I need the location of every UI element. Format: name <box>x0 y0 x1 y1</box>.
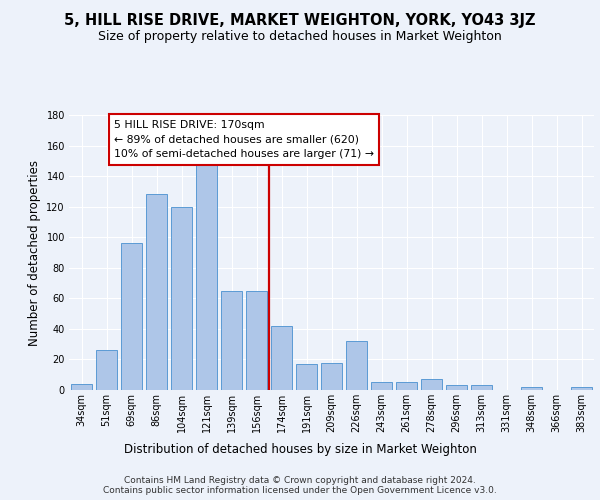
Bar <box>321 362 342 390</box>
Bar <box>521 387 542 390</box>
Bar <box>446 386 467 390</box>
Bar <box>396 382 417 390</box>
Y-axis label: Number of detached properties: Number of detached properties <box>28 160 41 346</box>
Bar <box>96 350 117 390</box>
Text: Distribution of detached houses by size in Market Weighton: Distribution of detached houses by size … <box>124 442 476 456</box>
Bar <box>146 194 167 390</box>
Bar <box>471 386 492 390</box>
Bar <box>421 380 442 390</box>
Bar <box>346 341 367 390</box>
Text: 5 HILL RISE DRIVE: 170sqm
← 89% of detached houses are smaller (620)
10% of semi: 5 HILL RISE DRIVE: 170sqm ← 89% of detac… <box>114 120 374 159</box>
Text: Contains HM Land Registry data © Crown copyright and database right 2024.: Contains HM Land Registry data © Crown c… <box>124 476 476 485</box>
Bar <box>196 161 217 390</box>
Bar <box>296 364 317 390</box>
Bar <box>271 326 292 390</box>
Text: Contains public sector information licensed under the Open Government Licence v3: Contains public sector information licen… <box>103 486 497 495</box>
Bar <box>221 290 242 390</box>
Bar <box>571 387 592 390</box>
Text: Size of property relative to detached houses in Market Weighton: Size of property relative to detached ho… <box>98 30 502 43</box>
Bar <box>171 206 192 390</box>
Bar <box>246 290 267 390</box>
Text: 5, HILL RISE DRIVE, MARKET WEIGHTON, YORK, YO43 3JZ: 5, HILL RISE DRIVE, MARKET WEIGHTON, YOR… <box>64 12 536 28</box>
Bar <box>121 244 142 390</box>
Bar <box>371 382 392 390</box>
Bar <box>71 384 92 390</box>
